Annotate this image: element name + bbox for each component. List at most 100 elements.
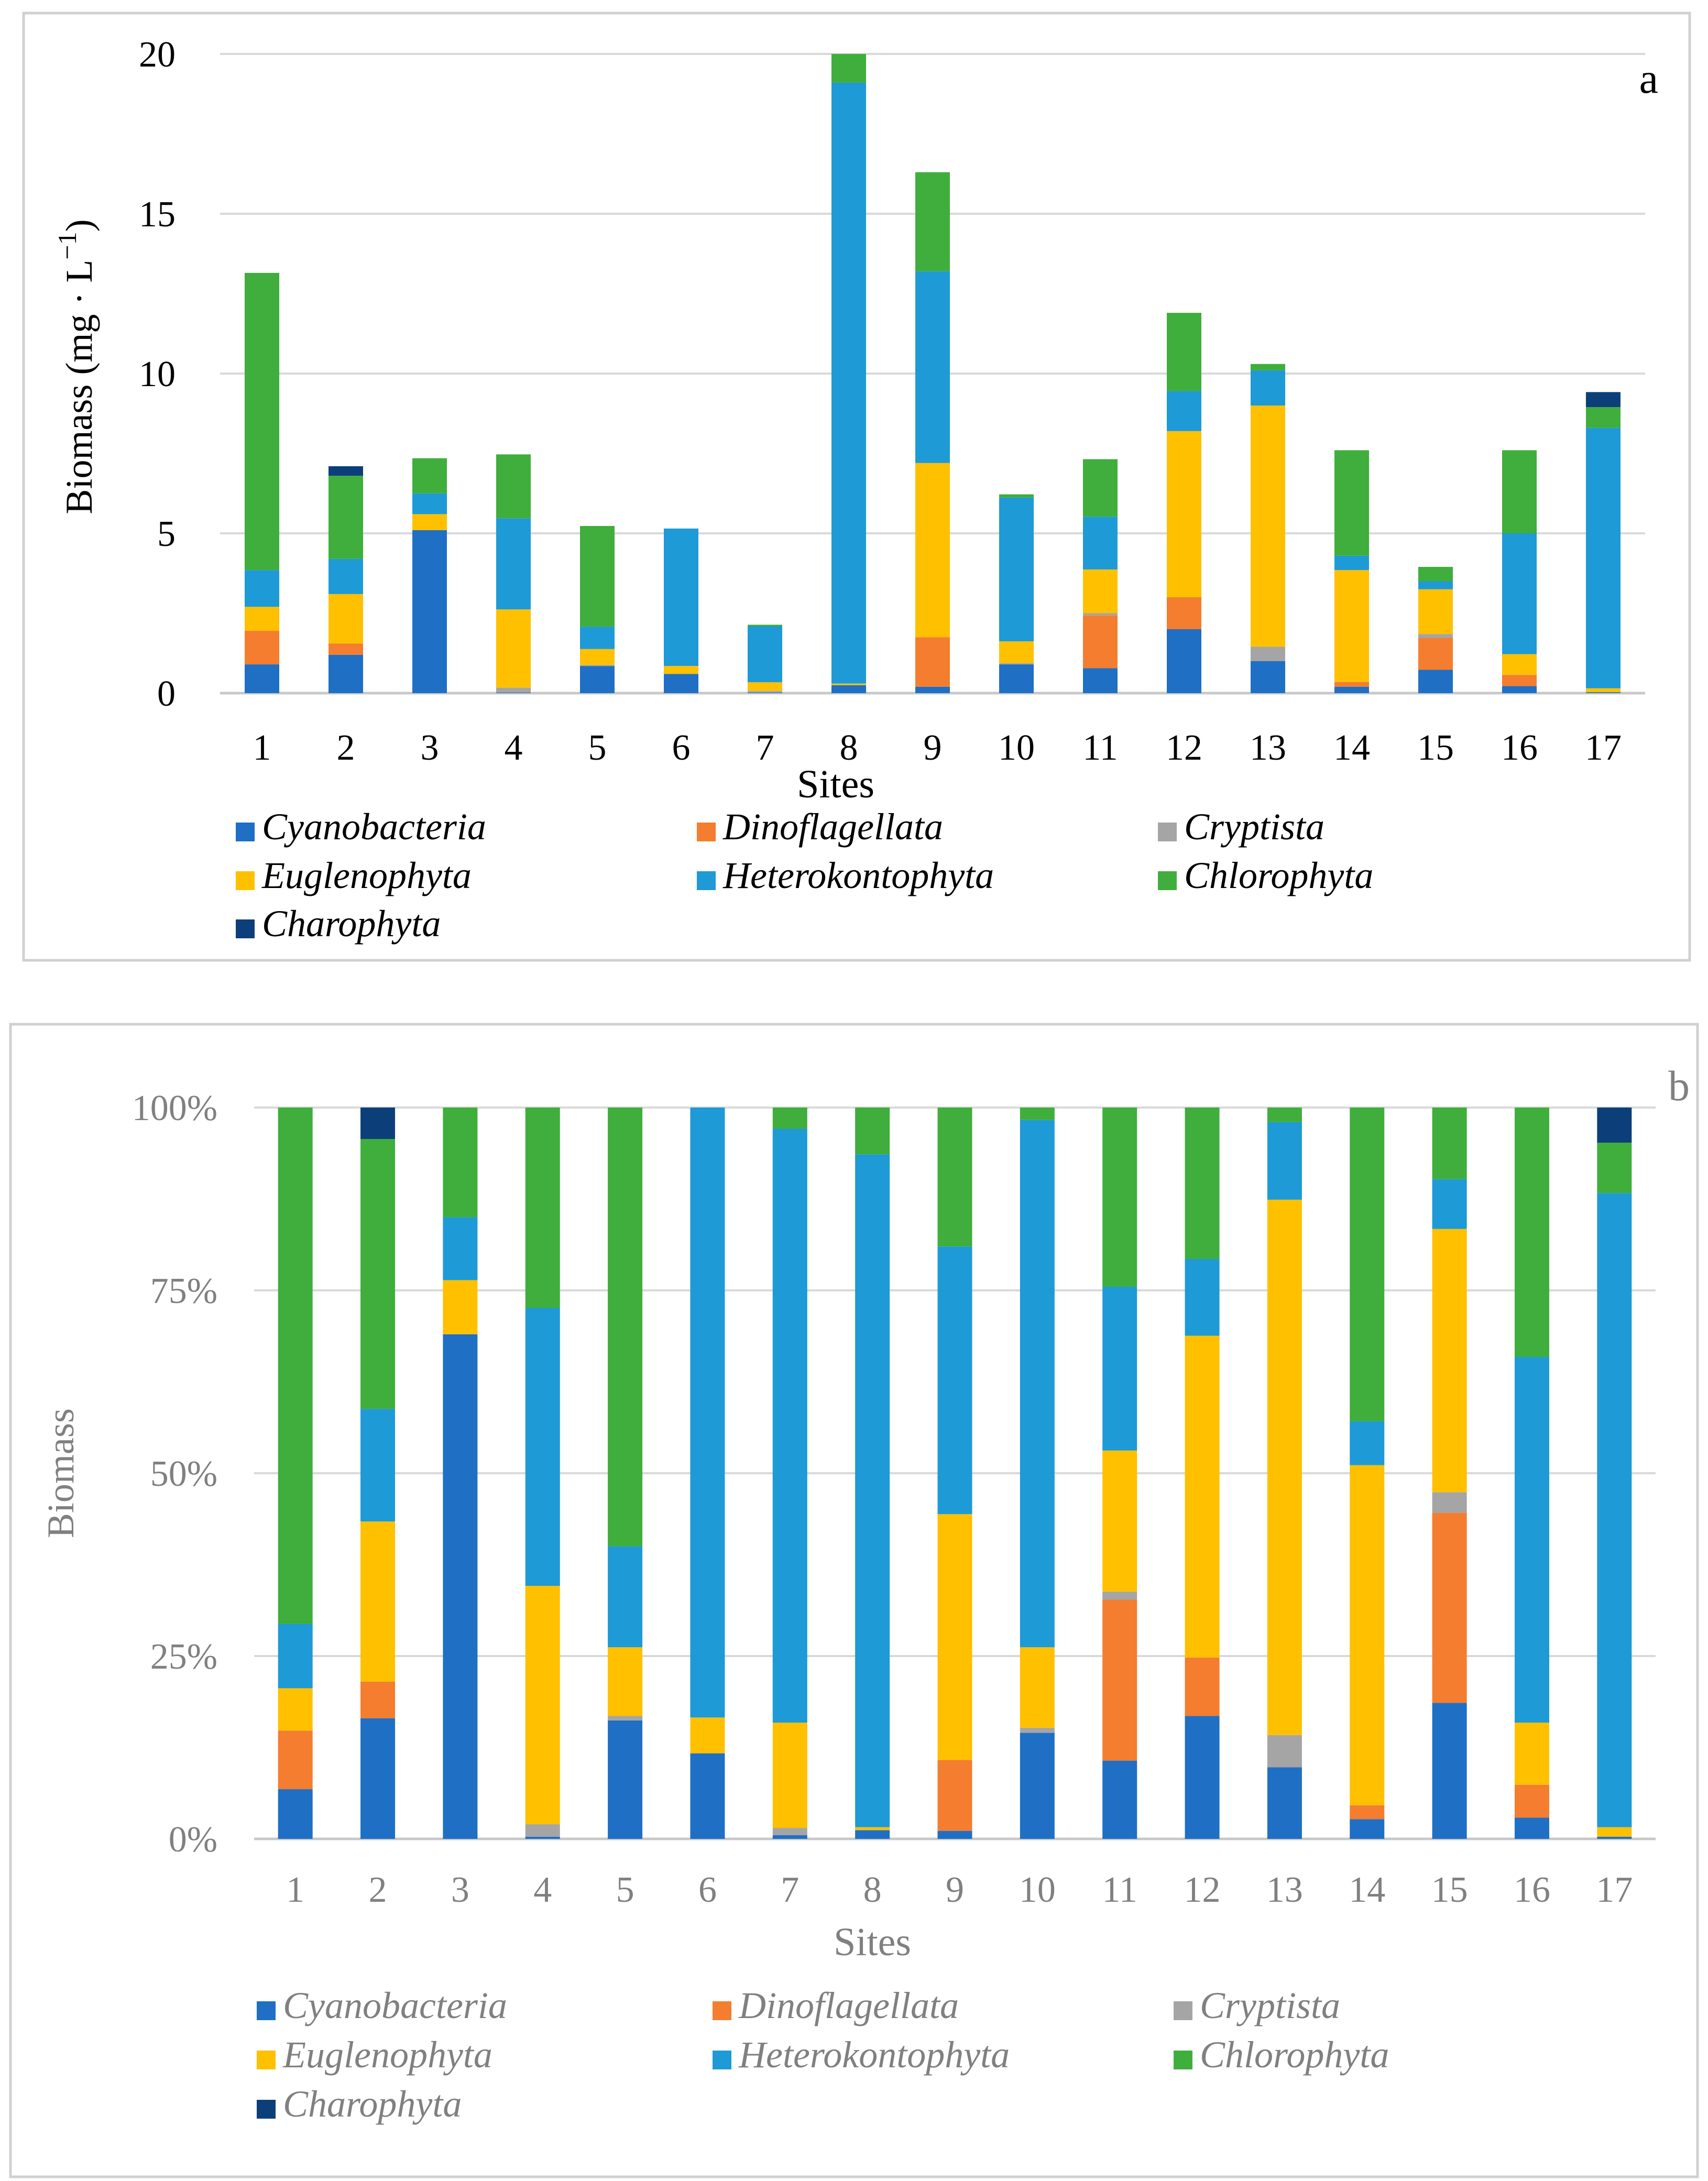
bar-segment-heterokontophyta-site-16 bbox=[1502, 533, 1537, 654]
legend-label-dinoflagellata: Dinoflagellata bbox=[722, 806, 943, 848]
bar-segment-chlorophyta-site-4 bbox=[525, 1108, 560, 1308]
x-tick-label: 7 bbox=[756, 728, 774, 768]
bar-segment-heterokontophyta-site-5 bbox=[580, 627, 615, 649]
panel-a-xlabel: Sites bbox=[797, 762, 874, 806]
bar-segment-euglenophyta-site-3 bbox=[412, 514, 447, 530]
bar-segment-euglenophyta-site-4 bbox=[525, 1585, 560, 1825]
x-tick-label: 3 bbox=[421, 728, 439, 768]
x-tick-label: 5 bbox=[616, 1870, 634, 1910]
x-tick-label: 4 bbox=[505, 728, 523, 768]
bar-segment-cryptista-site-10 bbox=[1020, 1727, 1055, 1733]
bar-segment-euglenophyta-site-15 bbox=[1432, 1229, 1467, 1493]
panel-a-ylabel-tail: ) bbox=[58, 219, 100, 232]
bar-segment-heterokontophyta-site-7 bbox=[772, 1128, 807, 1723]
bar-segment-cryptista-site-11 bbox=[1102, 1592, 1137, 1600]
legend-label-charophyta: Charophyta bbox=[283, 2083, 462, 2125]
legend-swatch-charophyta bbox=[257, 2100, 276, 2119]
bar-segment-heterokontophyta-site-10 bbox=[1020, 1120, 1055, 1648]
panel-a-ylabel-main: Biomass (mg · L bbox=[58, 260, 100, 514]
y-tick-label: 50% bbox=[150, 1454, 217, 1494]
bar-segment-cyanobacteria-site-12 bbox=[1167, 629, 1201, 693]
x-tick-label: 5 bbox=[588, 728, 607, 768]
bar-segment-chlorophyta-site-8 bbox=[831, 54, 866, 83]
bar-segment-euglenophyta-site-5 bbox=[580, 649, 615, 665]
bar-segment-chlorophyta-site-12 bbox=[1167, 313, 1201, 391]
bar-segment-euglenophyta-site-1 bbox=[245, 607, 279, 631]
y-tick-label: 0% bbox=[169, 1820, 217, 1860]
legend-label-cryptista: Cryptista bbox=[1200, 1985, 1340, 2026]
legend-label-cryptista: Cryptista bbox=[1184, 806, 1324, 848]
bar-segment-cyanobacteria-site-5 bbox=[608, 1720, 643, 1839]
bar-segment-euglenophyta-site-8 bbox=[831, 683, 866, 685]
legend-swatch-heterokontophyta bbox=[697, 871, 716, 890]
bar-segment-heterokontophyta-site-4 bbox=[525, 1308, 560, 1586]
bar-segment-cyanobacteria-site-15 bbox=[1418, 670, 1453, 693]
bar-segment-chlorophyta-site-15 bbox=[1418, 567, 1453, 582]
bar-segment-euglenophyta-site-17 bbox=[1597, 1827, 1632, 1837]
panel-b-ylabel: Biomass bbox=[40, 1408, 82, 1538]
legend-swatch-euglenophyta bbox=[236, 871, 255, 890]
x-tick-label: 12 bbox=[1184, 1870, 1221, 1910]
bar-segment-dinoflagellata-site-16 bbox=[1502, 675, 1537, 686]
legend-swatch-dinoflagellata bbox=[697, 823, 716, 841]
bar-segment-heterokontophyta-site-15 bbox=[1432, 1179, 1467, 1229]
bar-segment-euglenophyta-site-14 bbox=[1334, 570, 1369, 682]
x-tick-label: 11 bbox=[1082, 728, 1118, 768]
bar-segment-chlorophyta-site-15 bbox=[1432, 1108, 1467, 1179]
bar-segment-euglenophyta-site-16 bbox=[1514, 1723, 1549, 1785]
x-tick-label: 17 bbox=[1585, 728, 1622, 768]
bar-segment-cryptista-site-13 bbox=[1251, 646, 1285, 661]
bar-segment-heterokontophyta-site-17 bbox=[1586, 428, 1621, 688]
bar-segment-cyanobacteria-site-2 bbox=[329, 654, 363, 693]
legend-swatch-cyanobacteria bbox=[257, 2001, 276, 2020]
bar-segment-heterokontophyta-site-10 bbox=[999, 497, 1034, 642]
bar-segment-euglenophyta-site-8 bbox=[855, 1827, 890, 1831]
bar-segment-cyanobacteria-site-17 bbox=[1586, 692, 1621, 693]
bar-segment-dinoflagellata-site-1 bbox=[245, 631, 279, 665]
legend-swatch-chlorophyta bbox=[1174, 2051, 1192, 2069]
bar-segment-cryptista-site-7 bbox=[772, 1828, 807, 1836]
bar-segment-cyanobacteria-site-13 bbox=[1267, 1767, 1302, 1839]
bar-segment-chlorophyta-site-7 bbox=[748, 624, 782, 627]
bar-segment-heterokontophyta-site-8 bbox=[855, 1154, 890, 1827]
legend-label-euglenophyta: Euglenophyta bbox=[261, 854, 472, 896]
panel-b-label: b bbox=[1668, 1062, 1690, 1110]
bar-segment-heterokontophyta-site-11 bbox=[1083, 517, 1118, 569]
bar-segment-euglenophyta-site-6 bbox=[664, 666, 698, 674]
bar-segment-euglenophyta-site-12 bbox=[1167, 431, 1201, 597]
bar-segment-heterokontophyta-site-13 bbox=[1251, 370, 1285, 405]
bar-segment-charophyta-site-17 bbox=[1586, 392, 1621, 408]
bar-segment-cryptista-site-11 bbox=[1083, 613, 1118, 616]
legend-label-dinoflagellata: Dinoflagellata bbox=[738, 1985, 959, 2026]
x-tick-label: 8 bbox=[863, 1870, 882, 1910]
bar-segment-chlorophyta-site-11 bbox=[1102, 1108, 1137, 1287]
bar-segment-chlorophyta-site-3 bbox=[443, 1108, 478, 1218]
bar-segment-chlorophyta-site-7 bbox=[772, 1108, 807, 1129]
bar-segment-euglenophyta-site-12 bbox=[1185, 1335, 1220, 1658]
legend-label-chlorophyta: Chlorophyta bbox=[1200, 2034, 1389, 2076]
legend-label-heterokontophyta: Heterokontophyta bbox=[738, 2034, 1010, 2076]
legend-swatch-euglenophyta bbox=[257, 2051, 276, 2069]
bar-segment-cyanobacteria-site-7 bbox=[772, 1835, 807, 1839]
x-tick-label: 16 bbox=[1501, 728, 1538, 768]
bar-segment-cyanobacteria-site-3 bbox=[412, 530, 447, 693]
bar-segment-chlorophyta-site-8 bbox=[855, 1108, 890, 1155]
bar-segment-heterokontophyta-site-12 bbox=[1185, 1258, 1220, 1336]
x-tick-label: 2 bbox=[369, 1870, 387, 1910]
bar-segment-dinoflagellata-site-9 bbox=[937, 1760, 972, 1831]
bar-segment-heterokontophyta-site-5 bbox=[608, 1546, 643, 1648]
bar-segment-chlorophyta-site-10 bbox=[1020, 1108, 1055, 1120]
x-tick-label: 6 bbox=[698, 1870, 717, 1910]
bar-segment-charophyta-site-17 bbox=[1597, 1108, 1632, 1143]
bar-segment-euglenophyta-site-10 bbox=[999, 641, 1034, 663]
bar-segment-dinoflagellata-site-15 bbox=[1418, 638, 1453, 670]
bar-segment-dinoflagellata-site-2 bbox=[360, 1681, 396, 1718]
bar-segment-chlorophyta-site-5 bbox=[608, 1108, 643, 1547]
x-tick-label: 17 bbox=[1596, 1870, 1633, 1910]
bar-segment-cyanobacteria-site-15 bbox=[1432, 1703, 1467, 1839]
bar-segment-cyanobacteria-site-13 bbox=[1251, 661, 1285, 693]
bar-segment-cyanobacteria-site-1 bbox=[245, 664, 279, 693]
bar-segment-heterokontophyta-site-12 bbox=[1167, 391, 1201, 431]
